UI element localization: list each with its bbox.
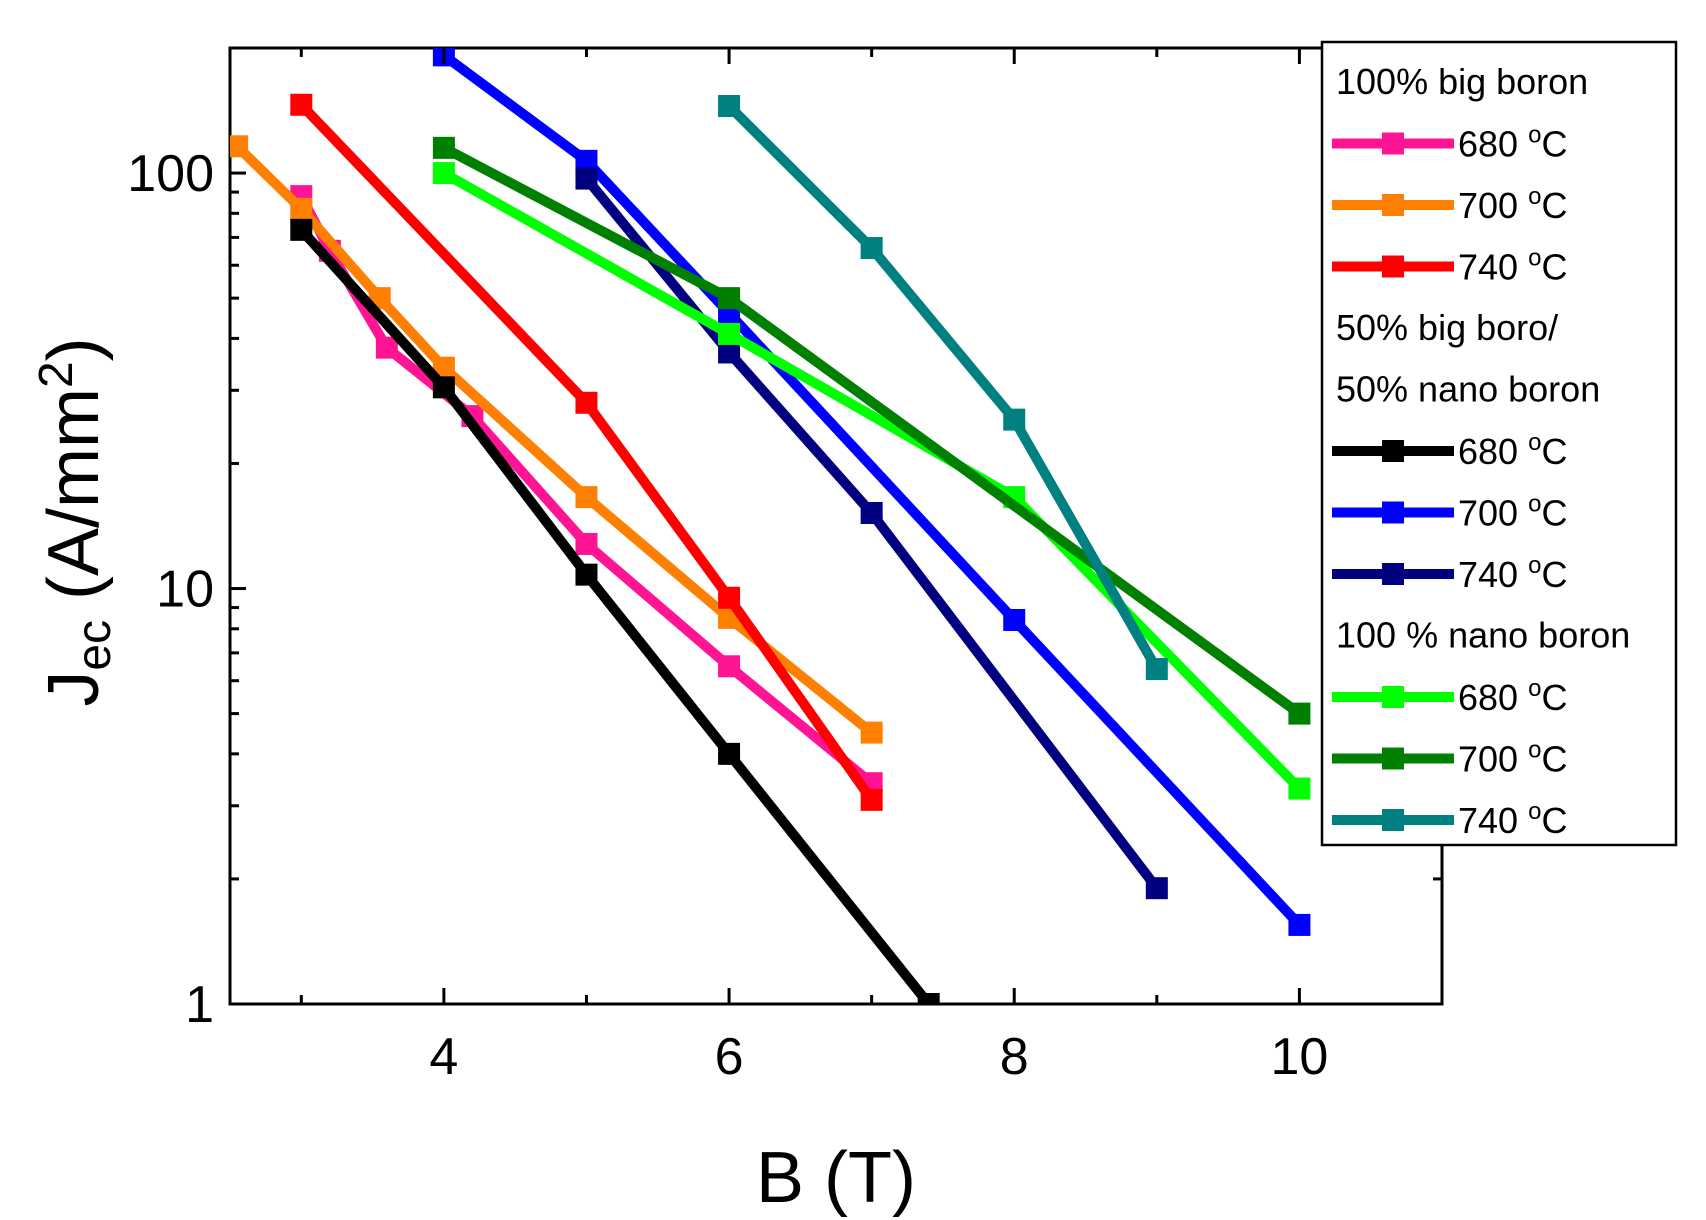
data-point-8 <box>1145 658 1168 681</box>
legend-items: 100% big boron 680 oC 700 oC 740 oC 50% big … <box>1332 61 1630 841</box>
y-axis-title-sup: 2 <box>30 361 83 388</box>
data-point-1 <box>230 135 249 158</box>
data-point-6 <box>718 322 741 345</box>
legend-label: 680 oC <box>1458 122 1567 165</box>
legend-group-title: 50% nano boron <box>1336 369 1600 410</box>
data-point-4 <box>575 149 598 172</box>
series-layer <box>230 48 1311 1004</box>
x-tick-label: 10 <box>1270 1028 1328 1086</box>
legend-label: 700 oC <box>1458 737 1567 780</box>
y-tick-label: 100 <box>127 145 214 203</box>
legend-label: 700 oC <box>1458 491 1567 534</box>
data-point-7 <box>432 136 455 159</box>
legend-swatch-marker <box>1382 132 1404 155</box>
data-point-8 <box>1003 408 1026 431</box>
legend-box <box>1320 40 1678 847</box>
data-point-7 <box>718 287 741 310</box>
y-tick-label: 1 <box>185 976 214 1034</box>
data-point-5 <box>575 167 598 190</box>
data-point-1 <box>290 197 313 220</box>
legend-label: 700 oC <box>1458 183 1567 226</box>
data-point-3 <box>917 993 940 1004</box>
data-point-8 <box>718 95 741 118</box>
legend-group-title: 100% big boron <box>1336 61 1588 102</box>
data-point-3 <box>718 742 741 765</box>
data-point-2 <box>718 586 741 609</box>
legend: 100% big boron 680 oC 700 oC 740 oC 50% big … <box>1320 40 1678 847</box>
x-tick-label: 4 <box>429 1028 458 1086</box>
y-axis-title-main: J <box>34 671 114 707</box>
series-line-2 <box>297 101 876 803</box>
legend-label: 740 oC <box>1458 552 1567 595</box>
x-axis-title: B (T) <box>756 1138 916 1218</box>
legend-swatch-marker <box>1382 440 1404 462</box>
data-point-1 <box>432 356 455 379</box>
y-tick-label: 10 <box>156 561 214 619</box>
legend-swatch-marker <box>1382 809 1404 831</box>
data-point-2 <box>860 788 883 811</box>
y-axis-ticks: 1 10 100 <box>127 46 1442 1034</box>
y-axis-title-unit: (A/mm <box>34 388 114 620</box>
series-line-6 <box>441 168 1303 793</box>
data-point-5 <box>1145 877 1168 900</box>
series-line-7 <box>441 143 1303 718</box>
legend-swatch-marker <box>1382 255 1404 278</box>
x-tick-label: 8 <box>1000 1028 1029 1086</box>
data-point-0 <box>375 336 398 359</box>
data-point-0 <box>718 655 741 678</box>
data-point-0 <box>575 532 598 555</box>
data-point-3 <box>575 563 598 586</box>
y-axis-title-sub: ec <box>68 620 121 671</box>
data-point-5 <box>718 341 741 364</box>
data-point-2 <box>575 391 598 414</box>
legend-label: 740 oC <box>1458 245 1567 288</box>
legend-label: 680 oC <box>1458 675 1567 718</box>
legend-swatch-marker <box>1382 501 1404 524</box>
legend-group-title: 50% big boro/ <box>1336 307 1558 348</box>
legend-label: 680 oC <box>1458 429 1567 472</box>
legend-swatch-marker <box>1382 686 1404 708</box>
legend-swatch-marker <box>1382 747 1404 770</box>
data-point-8 <box>860 237 883 260</box>
x-axis-ticks: 4 6 8 10 <box>299 48 1444 1086</box>
data-point-5 <box>860 501 883 524</box>
data-point-1 <box>860 721 883 744</box>
data-point-7 <box>1288 702 1311 725</box>
data-point-4 <box>1288 913 1311 936</box>
legend-group-title: 100 % nano boron <box>1336 615 1630 656</box>
series-line-8 <box>725 102 1162 672</box>
y-axis-title-close: ) <box>34 337 114 361</box>
legend-swatch-marker <box>1382 563 1404 585</box>
data-point-1 <box>575 486 598 509</box>
legend-label: 740 oC <box>1458 798 1567 841</box>
plot-frame <box>228 46 1444 1006</box>
data-point-4 <box>1003 608 1026 631</box>
data-point-3 <box>432 376 455 399</box>
x-tick-label: 6 <box>715 1028 744 1086</box>
data-point-6 <box>432 162 455 185</box>
legend-swatch-marker <box>1382 194 1404 216</box>
data-point-3 <box>290 218 313 241</box>
y-axis-title: Jec (A/mm2) <box>30 337 121 706</box>
data-point-6 <box>1288 777 1311 800</box>
data-point-2 <box>290 93 313 116</box>
